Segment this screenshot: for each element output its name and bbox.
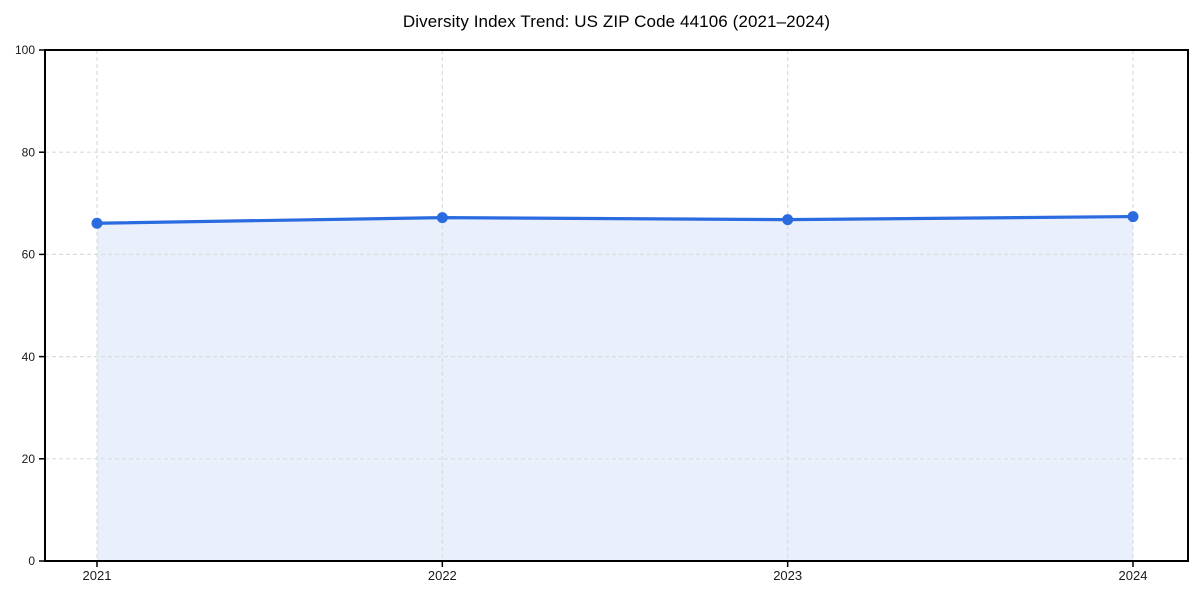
plot-border	[44, 49, 1189, 562]
data-point-2023	[782, 214, 794, 226]
area-fill	[97, 216, 1133, 561]
y-axis-tick-label: 60	[22, 248, 36, 262]
x-axis-tick-label: 2024	[1119, 568, 1148, 583]
x-axis-tick-label: 2021	[83, 568, 112, 583]
data-point-2024	[1127, 211, 1139, 223]
trend-line	[95, 214, 1135, 225]
x-axis-tick-label: 2022	[428, 568, 457, 583]
data-point-2022	[436, 212, 448, 224]
y-axis-tick-label: 100	[15, 43, 35, 57]
y-axis-tick-label: 40	[22, 350, 36, 364]
x-axis-tick-label: 2023	[773, 568, 802, 583]
y-axis-tick-label: 0	[28, 554, 35, 568]
data-point-2021	[91, 217, 103, 229]
y-axis-tick-label: 20	[22, 452, 36, 466]
y-axis-tick-label: 80	[22, 145, 36, 159]
chart-title: Diversity Index Trend: US ZIP Code 44106…	[402, 12, 831, 31]
